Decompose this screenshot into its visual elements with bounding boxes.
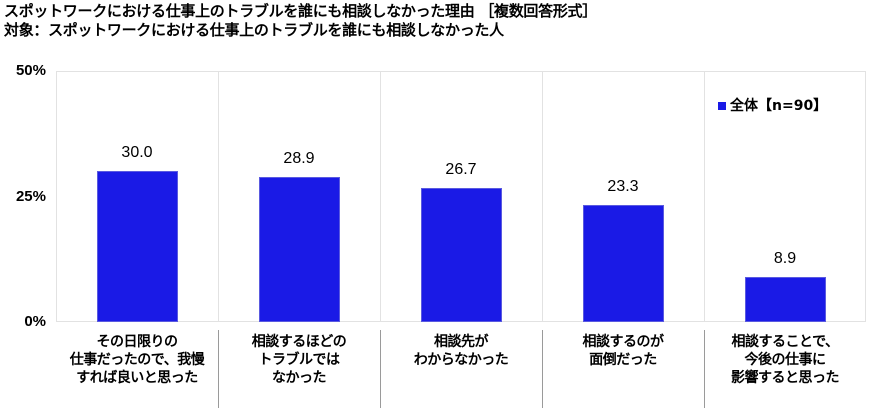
category-label-line: 面倒だった [589, 352, 657, 368]
category-divider [704, 330, 705, 408]
y-tick-25: 25% [15, 188, 46, 205]
category-label-line: その日限りの [96, 334, 179, 350]
bar [582, 205, 664, 322]
grid-divider [218, 72, 219, 321]
grid-divider [380, 72, 381, 321]
legend: 全体【n=90】 [718, 98, 827, 114]
category-divider [542, 330, 543, 408]
category-label-line: 相談先が [434, 334, 489, 350]
bar [744, 277, 826, 322]
category-label-line: わからなかった [413, 352, 509, 368]
category-label-line: トラブルでは [258, 352, 341, 368]
category-label-line: 相談するほどの [251, 334, 347, 350]
data-label: 30.0 [121, 144, 153, 161]
category-label: 相談するほどの トラブルでは なかった [218, 333, 380, 387]
category-label: 相談することで、 今後の仕事に 影響すると思った [704, 333, 866, 387]
y-tick-0: 0% [24, 313, 46, 330]
bar [96, 171, 178, 322]
category-label-line: なかった [272, 370, 327, 386]
grid-divider [542, 72, 543, 321]
data-label: 23.3 [607, 178, 639, 195]
data-label: 8.9 [773, 250, 797, 267]
bar [258, 177, 340, 322]
legend-label: 全体【n=90】 [730, 98, 828, 114]
category-label: 相談先がわからなかった [380, 333, 542, 369]
category-divider [380, 330, 381, 408]
grid-divider [704, 72, 705, 321]
bar [420, 188, 502, 322]
category-label: 相談するのが 面倒だった [542, 333, 704, 369]
category-label-line: すれば良いと思った [76, 370, 198, 386]
data-label: 28.9 [283, 150, 315, 167]
category-label-line: 影響すると思った [731, 370, 840, 386]
y-tick-50: 50% [15, 62, 46, 79]
category-divider [218, 330, 219, 408]
chart-title: スポットワークにおける仕事上のトラブルを誰にも相談しなかった理由 ［複数回答形式… [4, 2, 597, 20]
category-label: その日限りの仕事だったので、我慢 すれば良いと思った [56, 333, 218, 387]
category-label-line: 相談するのが [582, 334, 665, 350]
chart-subtitle: 対象：スポットワークにおける仕事上のトラブルを誰にも相談しなかった人 [4, 21, 504, 39]
category-label-line: 仕事だったので、我慢 [69, 352, 205, 368]
category-label-line: 今後の仕事に [744, 352, 827, 368]
data-label: 26.7 [445, 161, 477, 178]
legend-swatch-icon [718, 102, 726, 110]
category-label-line: 相談することで、 [731, 334, 839, 350]
